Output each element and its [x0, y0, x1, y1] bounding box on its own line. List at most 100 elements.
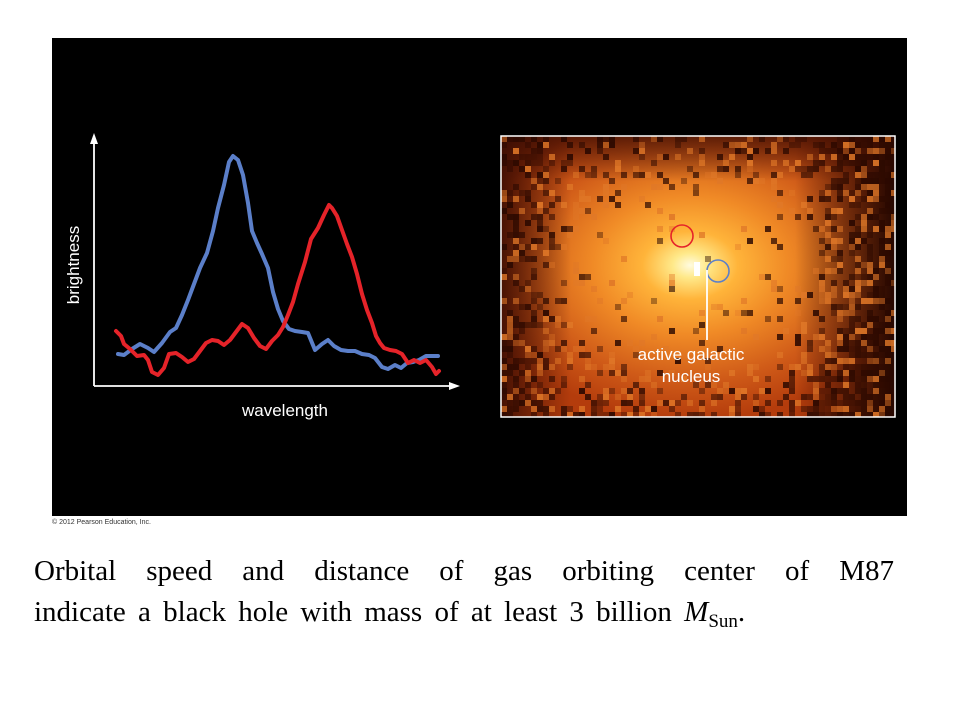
noise-pixel — [819, 364, 825, 370]
noise-pixel — [879, 166, 885, 172]
noise-pixel — [825, 298, 831, 304]
noise-pixel — [645, 172, 651, 178]
noise-pixel — [507, 310, 513, 316]
noise-pixel — [519, 400, 525, 406]
noise-pixel — [867, 136, 873, 142]
noise-pixel — [873, 136, 879, 142]
noise-pixel — [795, 142, 801, 148]
noise-pixel — [777, 298, 783, 304]
noise-pixel — [657, 208, 663, 214]
noise-pixel — [507, 370, 513, 376]
noise-pixel — [819, 412, 825, 417]
noise-pixel — [531, 412, 537, 417]
noise-pixel — [771, 148, 777, 154]
noise-pixel — [789, 190, 795, 196]
noise-pixel — [555, 244, 561, 250]
noise-pixel — [819, 226, 825, 232]
noise-pixel — [507, 394, 513, 400]
noise-pixel — [891, 388, 895, 394]
noise-pixel — [531, 358, 537, 364]
noise-pixel — [777, 244, 783, 250]
noise-pixel — [567, 322, 573, 328]
noise-pixel — [819, 142, 825, 148]
noise-pixel — [747, 148, 753, 154]
noise-pixel — [681, 376, 687, 382]
caption-line-2-suffix: . — [737, 596, 746, 628]
noise-pixel — [615, 304, 621, 310]
noise-pixel — [825, 370, 831, 376]
noise-pixel — [861, 220, 867, 226]
noise-pixel — [777, 334, 783, 340]
noise-pixel — [615, 406, 621, 412]
noise-pixel — [819, 154, 825, 160]
noise-pixel — [771, 286, 777, 292]
noise-pixel — [807, 166, 813, 172]
noise-pixel — [891, 286, 895, 292]
noise-pixel — [843, 394, 849, 400]
noise-pixel — [813, 334, 819, 340]
noise-pixel — [795, 364, 801, 370]
noise-pixel — [825, 292, 831, 298]
noise-pixel — [501, 160, 507, 166]
noise-pixel — [891, 268, 895, 274]
noise-pixel — [855, 268, 861, 274]
noise-pixel — [819, 196, 825, 202]
noise-pixel — [543, 328, 549, 334]
noise-pixel — [801, 328, 807, 334]
noise-pixel — [699, 232, 705, 238]
noise-pixel — [861, 298, 867, 304]
noise-pixel — [855, 172, 861, 178]
noise-pixel — [759, 178, 765, 184]
noise-pixel — [531, 178, 537, 184]
noise-pixel — [531, 322, 537, 328]
noise-pixel — [813, 388, 819, 394]
noise-pixel — [891, 190, 895, 196]
noise-pixel — [789, 208, 795, 214]
noise-pixel — [513, 196, 519, 202]
noise-pixel — [507, 406, 513, 412]
noise-pixel — [891, 310, 895, 316]
noise-pixel — [681, 136, 687, 142]
noise-pixel — [531, 352, 537, 358]
noise-pixel — [891, 166, 895, 172]
noise-pixel — [771, 280, 777, 286]
noise-pixel — [603, 238, 609, 244]
noise-pixel — [813, 268, 819, 274]
noise-pixel — [873, 328, 879, 334]
noise-pixel — [885, 364, 891, 370]
noise-pixel — [885, 370, 891, 376]
noise-pixel — [885, 340, 891, 346]
noise-pixel — [585, 148, 591, 154]
noise-pixel — [843, 382, 849, 388]
noise-pixel — [891, 214, 895, 220]
noise-pixel — [789, 370, 795, 376]
noise-pixel — [873, 394, 879, 400]
noise-pixel — [519, 358, 525, 364]
noise-pixel — [597, 346, 603, 352]
noise-pixel — [501, 376, 507, 382]
noise-pixel — [873, 358, 879, 364]
noise-pixel — [591, 172, 597, 178]
noise-pixel — [687, 400, 693, 406]
noise-pixel — [855, 364, 861, 370]
noise-pixel — [891, 232, 895, 238]
noise-pixel — [537, 406, 543, 412]
noise-pixel — [801, 370, 807, 376]
noise-pixel — [843, 406, 849, 412]
noise-pixel — [855, 160, 861, 166]
noise-pixel — [513, 136, 519, 142]
noise-pixel — [843, 400, 849, 406]
noise-pixel — [861, 376, 867, 382]
noise-pixel — [825, 358, 831, 364]
noise-pixel — [603, 412, 609, 417]
noise-pixel — [831, 154, 837, 160]
noise-pixel — [633, 352, 639, 358]
noise-pixel — [801, 352, 807, 358]
noise-pixel — [849, 238, 855, 244]
noise-pixel — [879, 160, 885, 166]
noise-pixel — [879, 256, 885, 262]
noise-pixel — [825, 382, 831, 388]
noise-pixel — [861, 142, 867, 148]
noise-pixel — [753, 178, 759, 184]
noise-pixel — [561, 412, 567, 417]
